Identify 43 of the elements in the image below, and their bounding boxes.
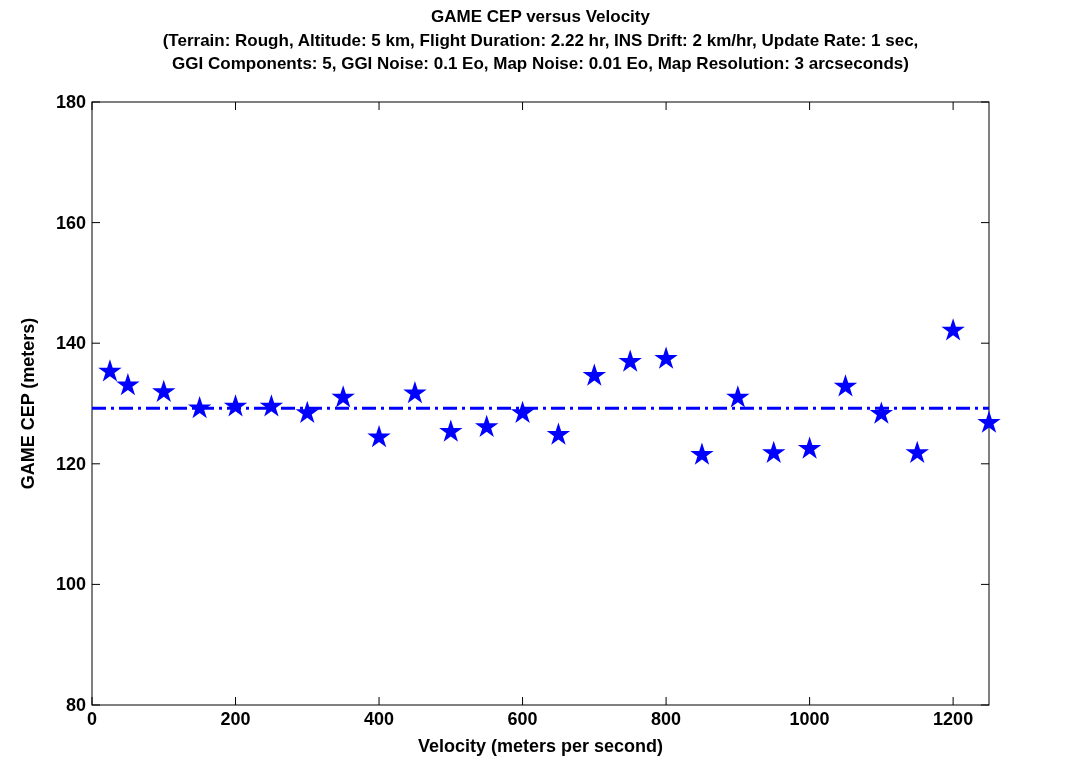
point (474, 414, 499, 437)
point (403, 380, 427, 404)
x-axis-title: Velocity (meters per second) (417, 736, 664, 756)
point (510, 400, 535, 424)
point (187, 396, 212, 419)
point (726, 385, 750, 408)
point (618, 349, 642, 372)
chart-title: GAME CEP versus Velocity (431, 7, 651, 26)
point (152, 379, 176, 402)
point (295, 400, 319, 424)
x-tick-label: 1000 (789, 709, 830, 729)
point (223, 394, 248, 417)
point (905, 440, 929, 463)
point (439, 419, 463, 442)
chart-subtitle: (Terrain: Rough, Altitude: 5 km, Flight Duration: 2.22 hr, INS Drift: 2 km/hr, Update Rate: 1 sec, GGI Components: 5, GGI Noise: 0.1 Eo, Map Noise: 0.01 Eo, Map Resolution: 3 arcseconds) (162, 31, 919, 73)
y-tick-label: 140 (55, 333, 86, 354)
y-axis-title: GAME CEP (meters) (18, 317, 38, 490)
x-tick-label: 1200 (933, 709, 974, 729)
y-tick-label: 80 (65, 695, 86, 715)
point (546, 422, 571, 445)
y-tick-label: 160 (55, 212, 86, 233)
point (941, 318, 965, 341)
y-tick-label: 180 (55, 92, 86, 112)
x-tick-label: 600 (507, 709, 538, 729)
point (367, 424, 391, 448)
point (762, 440, 786, 463)
y-tick-label: 120 (55, 453, 86, 474)
x-tick-label: 800 (651, 709, 682, 729)
x-tick-label: 0 (86, 709, 98, 729)
point (797, 436, 822, 459)
x-tick-label: 400 (364, 709, 395, 729)
point (259, 394, 284, 417)
point (331, 385, 355, 408)
point (977, 410, 1001, 433)
point (98, 359, 122, 382)
point (833, 374, 858, 397)
y-tick-label: 100 (55, 574, 86, 595)
point (654, 346, 678, 369)
point (116, 373, 140, 396)
point (869, 401, 894, 424)
point (582, 363, 607, 386)
x-tick-label: 200 (220, 709, 251, 729)
point (690, 442, 714, 465)
